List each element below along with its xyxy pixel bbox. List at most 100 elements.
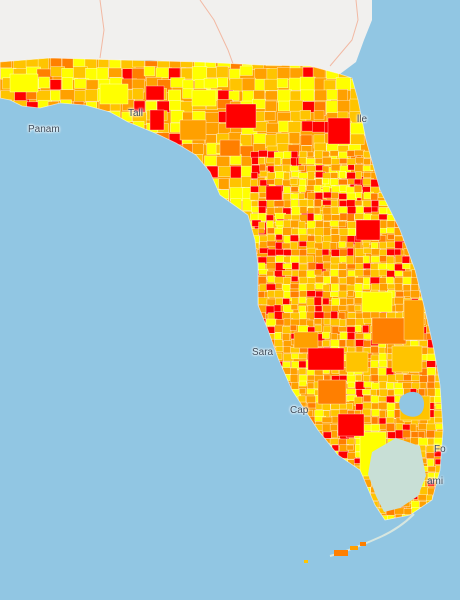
- region-cell[interactable]: [330, 311, 338, 320]
- region-cell[interactable]: [434, 458, 443, 465]
- region-cell[interactable]: [394, 382, 403, 389]
- region-cell[interactable]: [353, 178, 362, 185]
- region-cell[interactable]: [298, 388, 306, 395]
- region-cell[interactable]: [354, 213, 365, 220]
- region-cell[interactable]: [329, 220, 340, 227]
- region-cell[interactable]: [299, 311, 308, 320]
- region-cell[interactable]: [265, 185, 283, 201]
- region-cell[interactable]: [370, 424, 381, 432]
- region-cell[interactable]: [265, 90, 278, 101]
- region-cell[interactable]: [241, 77, 257, 93]
- region-cell[interactable]: [347, 312, 357, 319]
- region-cell[interactable]: [217, 77, 229, 88]
- region-cell[interactable]: [204, 155, 218, 167]
- region-cell[interactable]: [379, 388, 389, 397]
- region-cell[interactable]: [379, 283, 389, 292]
- region-cell[interactable]: [322, 262, 332, 270]
- region-cell[interactable]: [322, 172, 332, 180]
- region-cell[interactable]: [239, 65, 253, 76]
- region-cell[interactable]: [179, 119, 207, 141]
- region-cell[interactable]: [378, 352, 387, 362]
- region-cell[interactable]: [386, 382, 394, 390]
- region-cell[interactable]: [289, 324, 297, 331]
- region-cell[interactable]: [250, 213, 260, 221]
- region-cell[interactable]: [387, 431, 397, 439]
- region-cell[interactable]: [250, 172, 258, 179]
- region-cell[interactable]: [330, 249, 341, 257]
- region-cell[interactable]: [322, 178, 330, 185]
- region-cell[interactable]: [192, 143, 204, 155]
- region-cell[interactable]: [299, 206, 308, 214]
- region-cell[interactable]: [385, 276, 394, 285]
- region-cell[interactable]: [323, 227, 331, 237]
- region-cell[interactable]: [346, 438, 355, 445]
- region-cell[interactable]: [427, 387, 436, 397]
- region-cell[interactable]: [218, 178, 230, 190]
- region-cell[interactable]: [61, 77, 74, 90]
- region-cell[interactable]: [350, 133, 365, 145]
- region-cell[interactable]: [251, 206, 260, 213]
- region-cell[interactable]: [410, 340, 419, 347]
- region-cell[interactable]: [370, 367, 379, 376]
- region-cell[interactable]: [314, 198, 322, 207]
- region-cell[interactable]: [362, 325, 370, 333]
- region-cell[interactable]: [291, 275, 299, 282]
- region-cell[interactable]: [313, 184, 322, 192]
- region-cell[interactable]: [322, 241, 331, 250]
- region-cell[interactable]: [329, 150, 339, 157]
- region-cell[interactable]: [323, 276, 331, 284]
- region-cell[interactable]: [339, 318, 346, 327]
- region-cell[interactable]: [378, 396, 388, 402]
- region-cell[interactable]: [258, 150, 268, 158]
- region-cell[interactable]: [354, 283, 363, 293]
- region-cell[interactable]: [322, 254, 332, 262]
- region-cell[interactable]: [264, 111, 276, 121]
- region-cell[interactable]: [306, 199, 314, 207]
- region-cell[interactable]: [313, 318, 322, 325]
- region-cell[interactable]: [204, 122, 221, 135]
- region-cell[interactable]: [347, 331, 356, 340]
- region-cell[interactable]: [402, 276, 413, 285]
- region-cell[interactable]: [371, 206, 379, 213]
- region-cell[interactable]: [289, 99, 304, 112]
- region-cell[interactable]: [387, 233, 395, 240]
- region-cell[interactable]: [386, 255, 395, 265]
- region-cell[interactable]: [225, 103, 257, 129]
- region-cell[interactable]: [327, 117, 351, 145]
- region-cell[interactable]: [276, 78, 289, 89]
- region-cell[interactable]: [289, 374, 299, 383]
- region-cell[interactable]: [346, 284, 356, 292]
- region-cell[interactable]: [315, 178, 323, 186]
- region-cell[interactable]: [354, 164, 365, 173]
- region-cell[interactable]: [314, 227, 325, 237]
- region-cell[interactable]: [323, 318, 331, 325]
- region-cell[interactable]: [73, 66, 88, 79]
- region-cell[interactable]: [418, 423, 428, 431]
- region-cell[interactable]: [282, 326, 292, 335]
- region-cell[interactable]: [346, 388, 356, 395]
- region-cell[interactable]: [298, 380, 307, 387]
- region-cell[interactable]: [321, 403, 331, 411]
- region-cell[interactable]: [74, 90, 87, 103]
- region-cell[interactable]: [298, 172, 309, 179]
- region-cell[interactable]: [257, 227, 265, 234]
- region-cell[interactable]: [362, 408, 371, 417]
- region-cell[interactable]: [338, 178, 348, 186]
- region-cell[interactable]: [50, 90, 61, 101]
- region-cell[interactable]: [378, 207, 389, 215]
- region-cell[interactable]: [307, 402, 317, 409]
- region-cell[interactable]: [290, 151, 299, 159]
- region-cell[interactable]: [385, 423, 395, 432]
- region-cell[interactable]: [347, 304, 356, 313]
- region-cell[interactable]: [282, 298, 290, 305]
- region-cell[interactable]: [394, 270, 403, 277]
- region-cell[interactable]: [313, 207, 321, 215]
- region-cell[interactable]: [288, 132, 301, 145]
- region-cell[interactable]: [339, 212, 348, 221]
- region-cell[interactable]: [38, 76, 50, 89]
- region-cell[interactable]: [219, 139, 241, 157]
- region-cell[interactable]: [426, 360, 436, 368]
- region-cell[interactable]: [191, 89, 217, 107]
- region-cell[interactable]: [274, 332, 282, 341]
